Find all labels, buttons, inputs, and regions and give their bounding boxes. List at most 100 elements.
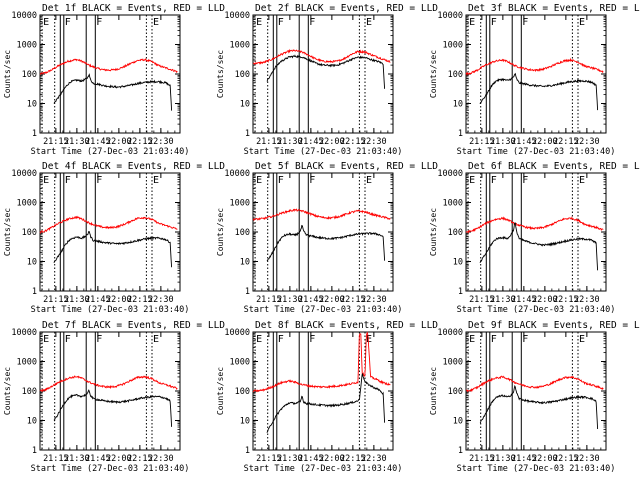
x-tick-label: 22:30: [148, 137, 174, 147]
x-tick-label: 21:30: [490, 454, 516, 464]
x-tick-label: 21:45: [511, 295, 537, 305]
x-tick-label: 22:30: [574, 137, 600, 147]
marker-label-f: F: [491, 17, 497, 28]
x-tick-label: 22:15: [127, 295, 153, 305]
marker-label-f: F: [522, 175, 528, 186]
y-tick-label: 10: [240, 100, 250, 110]
x-tick-label: 21:30: [490, 137, 516, 147]
marker-label-e: E: [366, 17, 372, 28]
panel-det-2f: Det 2f BLACK = Events, RED = LLD 1 10 100 10…: [216, 3, 438, 157]
x-tick-label: 21:15: [256, 295, 282, 305]
panel-title: Det 1f BLACK = Events, RED = LLD: [42, 3, 225, 14]
x-tick-label: 22:30: [148, 454, 174, 464]
marker-label-f: F: [309, 175, 315, 186]
plot-frame: [465, 172, 607, 292]
plot-frame: [465, 331, 607, 451]
x-axis-label: Start Time (27-Dec-03 21:03:40): [31, 305, 190, 315]
y-tick-label: 1: [32, 446, 37, 456]
x-tick-label: 21:30: [277, 454, 303, 464]
x-tick-label: 21:15: [43, 454, 69, 464]
panel-det-1f: Det 1f BLACK = Events, RED = LLD 1 10 100 10…: [3, 3, 225, 157]
x-tick-label: 21:30: [490, 295, 516, 305]
x-tick-label: 21:15: [469, 295, 495, 305]
x-tick-label: 22:00: [319, 454, 345, 464]
y-tick-label: 10: [240, 258, 250, 268]
x-axis-label: Start Time (27-Dec-03 21:03:40): [244, 147, 403, 157]
y-axis-label: Counts/sec: [429, 50, 438, 98]
x-tick-label: 22:15: [127, 454, 153, 464]
x-tick-label: 21:15: [256, 454, 282, 464]
y-tick-label: 1: [32, 287, 37, 297]
x-tick-label: 21:30: [277, 295, 303, 305]
series-lld-trace: [252, 331, 391, 393]
x-tick-label: 22:15: [553, 295, 579, 305]
series-events-trace: [479, 384, 599, 430]
marker-label-f: F: [278, 334, 284, 345]
series-lld-trace: [252, 208, 391, 222]
y-tick-label: 1000: [230, 41, 250, 51]
marker-label-f: F: [522, 17, 528, 28]
x-tick-label: 22:15: [340, 295, 366, 305]
x-tick-label: 22:00: [106, 454, 132, 464]
x-axis-label: Start Time (27-Dec-03 21:03:40): [244, 464, 403, 474]
y-tick-label: 10: [453, 100, 463, 110]
marker-label-e: E: [469, 334, 475, 345]
x-tick-label: 22:15: [340, 137, 366, 147]
x-tick-label: 22:15: [127, 137, 153, 147]
series-events-trace: [53, 230, 173, 268]
marker-label-e: E: [469, 175, 475, 186]
y-axis-label: Counts/sec: [216, 367, 225, 415]
y-tick-label: 100: [235, 228, 250, 238]
y-axis-label: Counts/sec: [429, 208, 438, 256]
series-events-trace: [266, 373, 386, 433]
x-axis-label: Start Time (27-Dec-03 21:03:40): [31, 147, 190, 157]
y-tick-label: 1000: [17, 41, 37, 51]
y-tick-label: 10: [240, 417, 250, 427]
y-tick-label: 10000: [11, 328, 37, 338]
marker-label-f: F: [96, 17, 102, 28]
y-tick-label: 10000: [437, 169, 463, 179]
marker-label-f: F: [491, 334, 497, 345]
plot-frame: [252, 172, 394, 292]
series-events-trace: [266, 54, 386, 89]
x-tick-label: 21:15: [43, 295, 69, 305]
plot-frame: [252, 331, 394, 451]
y-tick-label: 100: [235, 387, 250, 397]
y-tick-label: 10000: [437, 11, 463, 21]
y-tick-label: 1000: [230, 199, 250, 209]
panel-title: Det 5f BLACK = Events, RED = LLD: [255, 161, 438, 172]
y-tick-label: 10000: [224, 11, 250, 21]
x-tick-label: 22:30: [574, 454, 600, 464]
plot-frame: [39, 14, 181, 134]
x-tick-label: 21:45: [85, 454, 111, 464]
plot-frame: [39, 331, 181, 451]
y-tick-label: 10: [27, 100, 37, 110]
panel-title: Det 3f BLACK = Events, RED = LLD: [468, 3, 640, 14]
panel-title: Det 7f BLACK = Events, RED = LLD: [42, 320, 225, 331]
x-tick-label: 21:30: [64, 295, 90, 305]
y-tick-label: 10000: [437, 328, 463, 338]
x-axis-label: Start Time (27-Dec-03 21:03:40): [457, 464, 616, 474]
x-tick-label: 21:15: [256, 137, 282, 147]
y-tick-label: 100: [22, 70, 37, 80]
x-tick-label: 22:00: [532, 295, 558, 305]
marker-label-f: F: [65, 334, 71, 345]
marker-label-f: F: [278, 175, 284, 186]
y-tick-label: 10: [453, 258, 463, 268]
x-tick-label: 21:45: [85, 295, 111, 305]
series-events-trace: [53, 389, 173, 427]
y-axis-label: Counts/sec: [216, 208, 225, 256]
series-events-trace: [266, 224, 386, 262]
y-axis-label: Counts/sec: [3, 50, 12, 98]
series-lld-trace: [465, 216, 604, 234]
marker-label-f: F: [96, 175, 102, 186]
panel-title: Det 8f BLACK = Events, RED = LLD: [255, 320, 438, 331]
y-axis-label: Counts/sec: [3, 208, 12, 256]
y-tick-label: 1000: [443, 199, 463, 209]
x-tick-label: 22:15: [340, 454, 366, 464]
x-axis-label: Start Time (27-Dec-03 21:03:40): [31, 464, 190, 474]
y-tick-label: 100: [448, 228, 463, 238]
y-tick-label: 1: [245, 446, 250, 456]
panel-det-6f: Det 6f BLACK = Events, RED = LLD 1 10 100 10…: [429, 161, 640, 315]
y-tick-label: 10: [453, 417, 463, 427]
